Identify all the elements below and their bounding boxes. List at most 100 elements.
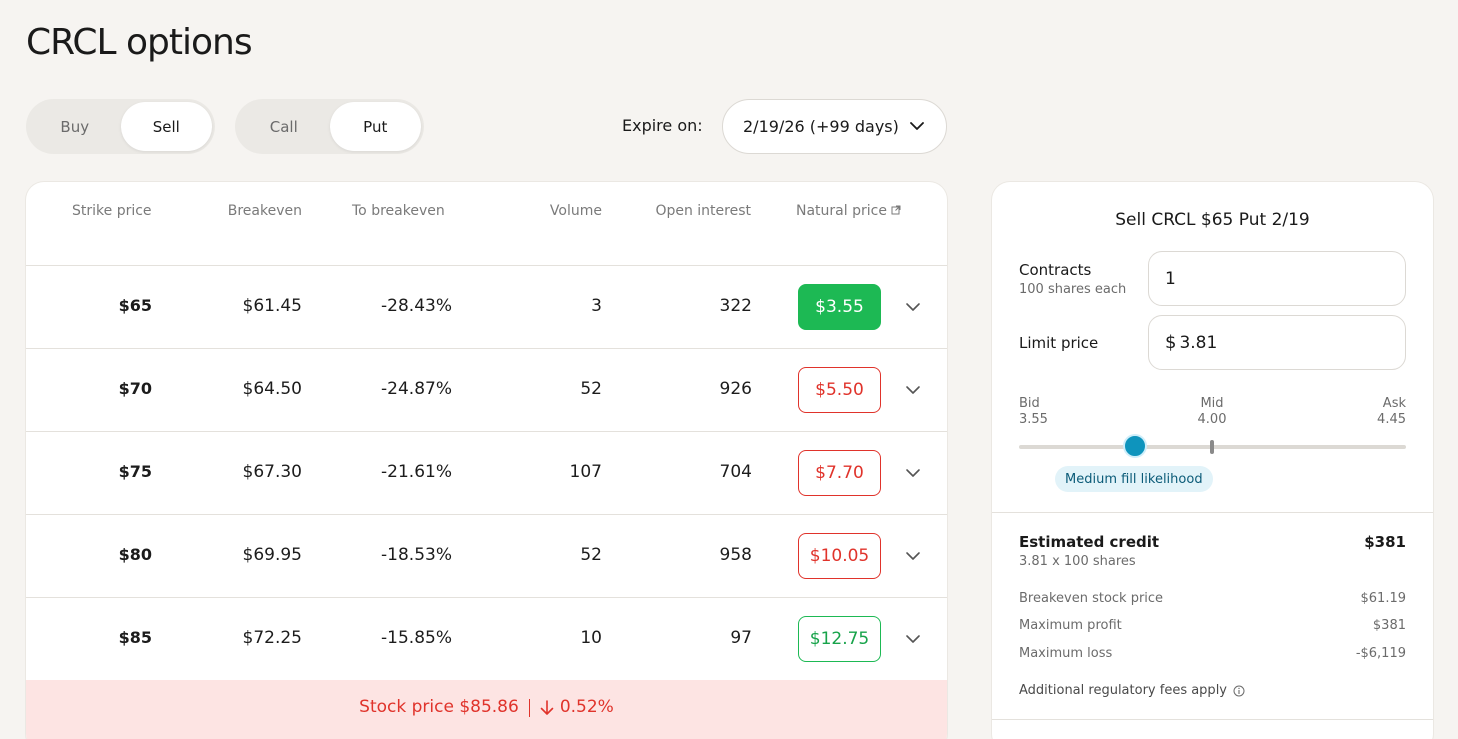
table-row[interactable]: $85 $72.25 -15.85% 10 97 $12.75 — [26, 598, 947, 681]
order-panel: Sell CRCL $65 Put 2/19 Contracts 100 sha… — [992, 182, 1433, 739]
call-put-toggle: Call Put — [235, 99, 424, 154]
stock-price-bar: Stock price $85.86 0.52% — [26, 680, 947, 739]
chevron-down-icon[interactable] — [904, 630, 922, 648]
strike-price: $85 — [118, 628, 152, 647]
header-to-breakeven: To breakeven — [352, 203, 445, 219]
volume: 10 — [580, 628, 602, 648]
expiration-value: 2/19/26 (+99 days) — [743, 117, 899, 136]
chevron-down-icon[interactable] — [904, 381, 922, 399]
natural-price-button[interactable]: $10.05 — [798, 533, 881, 579]
divider — [992, 719, 1433, 720]
volume: 3 — [591, 296, 602, 316]
chevron-down-icon[interactable] — [904, 464, 922, 482]
call-option[interactable]: Call — [269, 117, 298, 136]
strike-price: $70 — [118, 379, 152, 398]
table-row[interactable]: $75 $67.30 -21.61% 107 704 $7.70 — [26, 432, 947, 515]
stock-price-change: 0.52% — [559, 697, 614, 717]
ask-label-text: Ask — [1382, 396, 1406, 411]
header-strike: Strike price — [72, 203, 152, 219]
estimated-credit-value: $381 — [1364, 533, 1406, 551]
bid-value: 3.55 — [1019, 412, 1048, 427]
expire-label: Expire on: — [622, 116, 703, 135]
strike-price: $65 — [118, 296, 152, 315]
page-title: CRCL options — [26, 22, 253, 63]
breakeven: $67.30 — [242, 462, 302, 482]
volume: 52 — [580, 379, 602, 399]
divider — [528, 699, 530, 717]
mid-value: 4.00 — [1197, 412, 1227, 427]
natural-price-button[interactable]: $5.50 — [798, 367, 881, 413]
put-option[interactable]: Put — [329, 102, 421, 151]
breakeven-stock-price-value: $61.19 — [1360, 591, 1407, 606]
regulatory-fees-note[interactable]: Additional regulatory fees apply — [1019, 683, 1245, 698]
maximum-profit-value: $381 — [1372, 618, 1406, 633]
breakeven-stock-price-label: Breakeven stock price — [1019, 591, 1164, 606]
volume: 52 — [580, 545, 602, 565]
table-row[interactable]: $80 $69.95 -18.53% 52 958 $10.05 — [26, 515, 947, 598]
stock-price-label: Stock price $85.86 — [359, 697, 519, 717]
to-breakeven: -18.53% — [381, 545, 452, 565]
external-link-icon — [891, 205, 901, 215]
limit-price-input[interactable]: $ 3.81 — [1148, 315, 1406, 370]
contracts-sublabel: 100 shares each — [1019, 282, 1127, 297]
breakeven: $61.45 — [242, 296, 302, 316]
to-breakeven: -24.87% — [381, 379, 452, 399]
table-header: Strike price Breakeven To breakeven Volu… — [26, 182, 947, 266]
chevron-down-icon — [910, 122, 924, 130]
header-open-interest: Open interest — [655, 203, 751, 219]
mid-label: Mid 4.00 — [1192, 396, 1232, 428]
mid-label-text: Mid — [1200, 396, 1224, 411]
buy-sell-toggle: Buy Sell — [26, 99, 215, 154]
natural-price-button[interactable]: $12.75 — [798, 616, 881, 662]
info-icon — [1233, 685, 1245, 696]
table-row[interactable]: $70 $64.50 -24.87% 52 926 $5.50 — [26, 349, 947, 432]
mid-tick-marker — [1210, 440, 1214, 454]
maximum-profit-label: Maximum profit — [1019, 618, 1122, 633]
sell-option[interactable]: Sell — [120, 102, 212, 151]
limit-price-value: 3.81 — [1179, 332, 1218, 353]
natural-price-button[interactable]: $7.70 — [798, 450, 881, 496]
currency-symbol: $ — [1165, 332, 1177, 353]
open-interest: 958 — [719, 545, 752, 565]
table-row[interactable]: $65 $61.45 -28.43% 3 322 $3.55 — [26, 266, 947, 349]
bid-label: Bid 3.55 — [1019, 396, 1048, 428]
open-interest: 926 — [719, 379, 752, 399]
limit-price-label: Limit price — [1019, 334, 1099, 352]
maximum-loss-label: Maximum loss — [1019, 646, 1113, 661]
price-slider-handle[interactable] — [1123, 434, 1147, 458]
to-breakeven: -28.43% — [381, 296, 452, 316]
arrow-down-icon — [540, 700, 554, 715]
buy-option[interactable]: Buy — [60, 117, 90, 136]
divider — [992, 512, 1433, 513]
breakeven: $64.50 — [242, 379, 302, 399]
strike-price: $80 — [118, 545, 152, 564]
breakeven: $72.25 — [242, 628, 302, 648]
to-breakeven: -15.85% — [381, 628, 452, 648]
natural-price-button[interactable]: $3.55 — [798, 284, 881, 330]
header-natural-price[interactable]: Natural price — [796, 203, 916, 219]
maximum-loss-value: -$6,119 — [1355, 646, 1406, 661]
estimated-credit-formula: 3.81 x 100 shares — [1019, 554, 1136, 569]
to-breakeven: -21.61% — [381, 462, 452, 482]
fill-likelihood-badge: Medium fill likelihood — [1055, 466, 1213, 492]
open-interest: 704 — [719, 462, 752, 482]
volume: 107 — [569, 462, 602, 482]
chevron-down-icon[interactable] — [904, 547, 922, 565]
options-chain-table: Strike price Breakeven To breakeven Volu… — [26, 182, 947, 739]
regulatory-fees-label: Additional regulatory fees apply — [1019, 683, 1227, 698]
contracts-label: Contracts — [1019, 261, 1092, 279]
open-interest: 322 — [719, 296, 752, 316]
ask-value: 4.45 — [1377, 412, 1406, 427]
ask-label: Ask 4.45 — [1377, 396, 1406, 428]
order-title: Sell CRCL $65 Put 2/19 — [1115, 210, 1310, 230]
breakeven: $69.95 — [242, 545, 302, 565]
header-volume: Volume — [549, 203, 602, 219]
expiration-dropdown[interactable]: 2/19/26 (+99 days) — [722, 99, 947, 154]
open-interest: 97 — [730, 628, 752, 648]
header-natural-price-label: Natural price — [796, 203, 887, 219]
bid-label-text: Bid — [1019, 396, 1040, 411]
contracts-input[interactable]: 1 — [1148, 251, 1406, 306]
chevron-down-icon[interactable] — [904, 298, 922, 316]
header-breakeven: Breakeven — [227, 203, 302, 219]
strike-price: $75 — [118, 462, 152, 481]
